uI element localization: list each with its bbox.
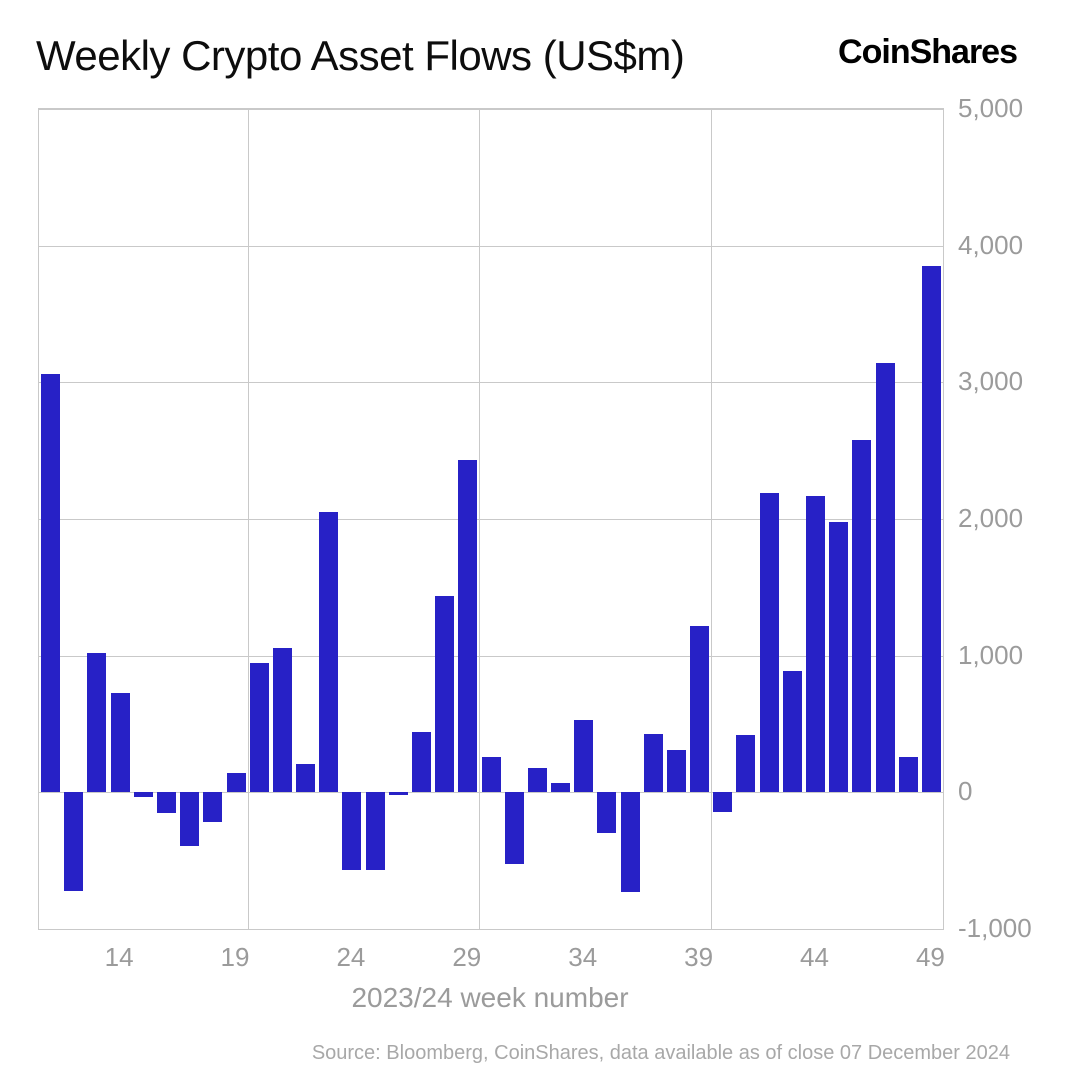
h-gridline-1000 <box>39 655 943 657</box>
x-tick-label-24: 24 <box>336 942 366 972</box>
x-tick-label-14: 14 <box>104 942 134 972</box>
bar-week-23 <box>319 512 339 793</box>
bar-week-41 <box>736 734 756 793</box>
bar-week-36 <box>620 792 640 893</box>
bar-week-48 <box>898 757 918 793</box>
bar-week-13 <box>87 652 107 793</box>
bar-week-45 <box>829 522 849 793</box>
plot-area <box>38 108 944 930</box>
bar-week-15 <box>133 792 153 798</box>
bar-week-35 <box>597 792 617 834</box>
bar-week-24 <box>342 792 362 871</box>
bar-week-27 <box>411 732 431 793</box>
h-gridline-5000 <box>39 109 943 110</box>
bar-week-34 <box>574 719 594 793</box>
bar-week-28 <box>435 595 455 793</box>
bar-week-11 <box>41 374 61 793</box>
y-tick-label-5000: 5,000 <box>958 93 1024 123</box>
bar-week-21 <box>272 648 292 793</box>
h-gridline-3000 <box>39 382 943 384</box>
x-tick-label-39: 39 <box>684 942 714 972</box>
bar-week-22 <box>296 763 316 793</box>
y-tick-label-2000: 2,000 <box>958 503 1024 533</box>
x-tick-label-49: 49 <box>915 942 945 972</box>
bar-week-14 <box>110 692 130 793</box>
y-tick-label-0: 0 <box>958 776 973 807</box>
bar-week-30 <box>481 757 501 793</box>
bar-week-26 <box>388 792 408 796</box>
bar-week-42 <box>759 493 779 793</box>
x-tick-label-34: 34 <box>568 942 598 972</box>
bar-week-31 <box>504 792 524 865</box>
y-tick-label-3000: 3,000 <box>958 366 1024 397</box>
bar-week-16 <box>156 792 176 813</box>
v-gridline-week-39 <box>711 109 713 929</box>
bar-week-32 <box>527 768 547 793</box>
x-tick-label-44: 44 <box>800 942 829 972</box>
x-axis-title: 2023/24 week number <box>351 982 629 1013</box>
y-tick-label-1000: 1,000 <box>958 639 1024 670</box>
y-tick-label--1000: -1,000 <box>958 913 1032 943</box>
bar-week-33 <box>551 783 571 793</box>
coinshares-logo: CoinShares <box>838 33 1018 71</box>
bar-week-29 <box>458 459 478 793</box>
bar-week-37 <box>643 733 663 793</box>
h-gridline-4000 <box>39 245 943 247</box>
bar-week-17 <box>180 792 200 847</box>
x-tick-label-29: 29 <box>452 942 482 972</box>
chart-title: Weekly Crypto Asset Flows (US$m) <box>36 32 685 79</box>
bar-week-40 <box>713 792 733 813</box>
bar-week-39 <box>690 626 710 793</box>
y-tick-label-4000: 4,000 <box>958 229 1024 260</box>
bar-week-18 <box>203 792 223 823</box>
h-gridline-0 <box>39 792 943 794</box>
bar-week-38 <box>666 749 686 793</box>
v-gridline-week-19 <box>247 109 249 929</box>
h-gridline-2000 <box>39 519 943 520</box>
source-note: Source: Bloomberg, CoinShares, data avai… <box>311 1042 1010 1064</box>
bar-week-25 <box>365 792 385 871</box>
bar-week-47 <box>875 363 895 793</box>
bar-week-44 <box>806 495 825 793</box>
bar-week-12 <box>64 792 84 892</box>
h-gridline--1000 <box>39 929 943 930</box>
bar-week-19 <box>226 773 246 793</box>
bar-week-43 <box>782 670 802 793</box>
bar-week-46 <box>852 440 872 793</box>
bar-week-20 <box>249 663 269 793</box>
bar-week-49 <box>921 266 941 793</box>
x-tick-label-19: 19 <box>220 942 250 972</box>
v-gridline-week-29 <box>479 109 481 929</box>
